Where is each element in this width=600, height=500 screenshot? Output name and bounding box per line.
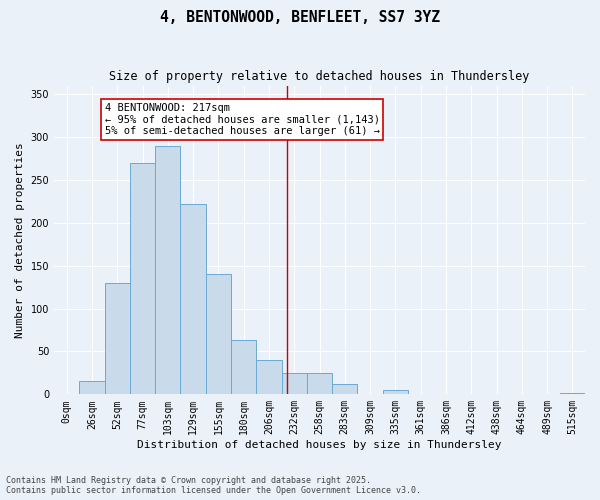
Text: Contains HM Land Registry data © Crown copyright and database right 2025.
Contai: Contains HM Land Registry data © Crown c… [6,476,421,495]
Bar [104,283,130,395]
Bar [256,360,281,394]
Bar [79,382,104,394]
Bar [231,340,256,394]
Bar [155,146,181,394]
Y-axis label: Number of detached properties: Number of detached properties [15,142,25,338]
Bar [206,274,231,394]
Bar [281,373,307,394]
Title: Size of property relative to detached houses in Thundersley: Size of property relative to detached ho… [109,70,530,83]
Bar [181,204,206,394]
Text: 4 BENTONWOOD: 217sqm
← 95% of detached houses are smaller (1,143)
5% of semi-det: 4 BENTONWOOD: 217sqm ← 95% of detached h… [104,102,380,136]
Bar [130,163,155,394]
Bar [307,373,332,394]
Bar [332,384,358,394]
Bar [383,390,408,394]
Text: 4, BENTONWOOD, BENFLEET, SS7 3YZ: 4, BENTONWOOD, BENFLEET, SS7 3YZ [160,10,440,25]
X-axis label: Distribution of detached houses by size in Thundersley: Distribution of detached houses by size … [137,440,502,450]
